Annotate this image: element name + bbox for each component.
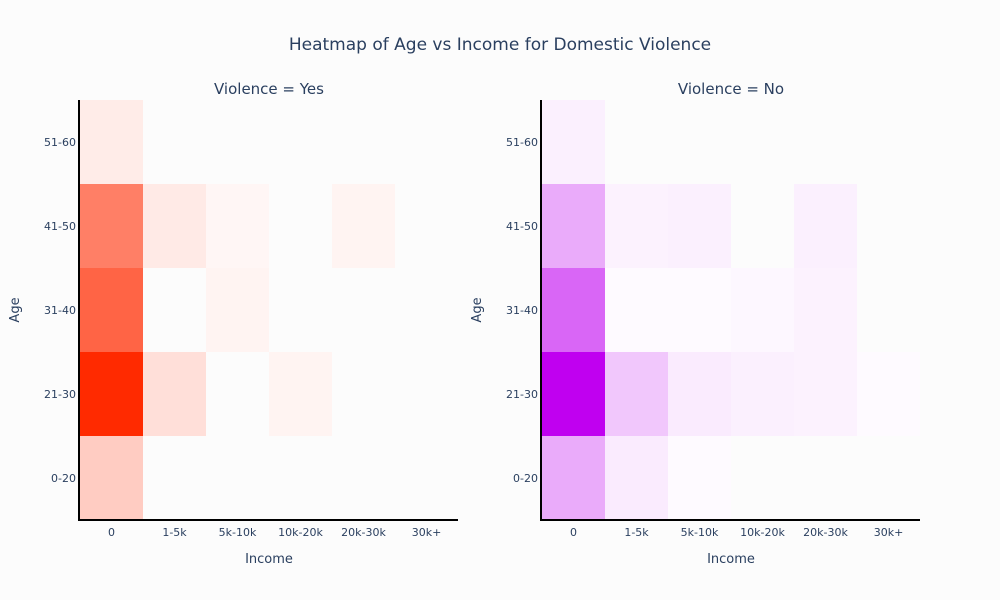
heatmap-cell-no-41-50-5k-10k: [668, 184, 731, 268]
heatmap-cell-yes-51-60-0: [80, 100, 143, 184]
x-tick-no-5k-10k: 5k-10k: [681, 526, 719, 539]
heatmap-cell-no-31-40-0: [542, 268, 605, 352]
heatmap-cell-no-21-30-0: [542, 352, 605, 436]
x-axis-title-yes: Income: [245, 552, 293, 567]
heatmap-cell-yes-41-50-20k-30k: [332, 184, 395, 268]
x-tick-yes-30k: 30k+: [412, 526, 442, 539]
x-axis-title-no: Income: [707, 552, 755, 567]
y-tick-yes-0-20: 0-20: [51, 472, 76, 485]
panel-title-yes: Violence = Yes: [214, 80, 324, 98]
heatmap-cell-no-21-30-20k-30k: [794, 352, 857, 436]
y-tick-yes-31-40: 31-40: [44, 304, 76, 317]
panel-violence-yes: Violence = Yes 0 1-5k 5k-10k 10k-20k 20k-30k…: [8, 80, 458, 567]
y-tick-no-31-40: 31-40: [506, 304, 538, 317]
heatmap-cell-yes-41-50-5k-10k: [206, 184, 269, 268]
heatmap-cell-no-21-30-30k: [857, 352, 920, 436]
y-axis-title-yes: Age: [8, 297, 23, 322]
x-tick-yes-10k-20k: 10k-20k: [278, 526, 323, 539]
y-tick-labels-no: 0-20 21-30 31-40 41-50 51-60: [506, 136, 538, 485]
heatmap-cell-no-21-30-5k-10k: [668, 352, 731, 436]
y-tick-no-0-20: 0-20: [513, 472, 538, 485]
heatmap-cell-yes-21-30-1-5k: [143, 352, 206, 436]
x-tick-no-20k-30k: 20k-30k: [803, 526, 848, 539]
heatmap-cell-no-51-60-0: [542, 100, 605, 184]
heatmap-cell-yes-41-50-0: [80, 184, 143, 268]
heatmap-cell-no-31-40-20k-30k: [794, 268, 857, 352]
x-tick-yes-1-5k: 1-5k: [162, 526, 187, 539]
x-tick-labels-yes: 0 1-5k 5k-10k 10k-20k 20k-30k 30k+: [108, 526, 441, 539]
panel-violence-no: Violence = No 0 1-5k 5k-10k 10k-20k 20k-30k 3…: [470, 80, 920, 567]
heatmap-cell-yes-0-20-0: [80, 436, 143, 520]
y-axis-title-no: Age: [470, 297, 485, 322]
heatmap-cell-no-0-20-1-5k: [605, 436, 668, 520]
heatmap-cell-no-41-50-1-5k: [605, 184, 668, 268]
x-tick-labels-no: 0 1-5k 5k-10k 10k-20k 20k-30k 30k+: [570, 526, 903, 539]
heatmap-cell-yes-31-40-0: [80, 268, 143, 352]
y-tick-yes-51-60: 51-60: [44, 136, 76, 149]
y-tick-labels-yes: 0-20 21-30 31-40 41-50 51-60: [44, 136, 76, 485]
y-tick-no-21-30: 21-30: [506, 388, 538, 401]
heatmap-cells-no: [542, 100, 920, 520]
heatmap-cell-no-31-40-5k-10k: [668, 268, 731, 352]
x-tick-yes-20k-30k: 20k-30k: [341, 526, 386, 539]
x-tick-no-10k-20k: 10k-20k: [740, 526, 785, 539]
heatmap-cell-no-31-40-10k-20k: [731, 268, 794, 352]
y-tick-no-51-60: 51-60: [506, 136, 538, 149]
heatmap-cell-yes-21-30-0: [80, 352, 143, 436]
heatmap-cell-no-31-40-1-5k: [605, 268, 668, 352]
y-tick-yes-21-30: 21-30: [44, 388, 76, 401]
y-tick-yes-41-50: 41-50: [44, 220, 76, 233]
heatmap-cell-yes-41-50-1-5k: [143, 184, 206, 268]
x-tick-yes-0: 0: [108, 526, 115, 539]
heatmap-cells-yes: [80, 100, 395, 520]
x-tick-no-0: 0: [570, 526, 577, 539]
heatmap-cell-no-0-20-5k-10k: [668, 436, 731, 520]
y-tick-no-41-50: 41-50: [506, 220, 538, 233]
heatmap-cell-yes-31-40-5k-10k: [206, 268, 269, 352]
heatmap-cell-no-21-30-10k-20k: [731, 352, 794, 436]
x-tick-no-30k: 30k+: [874, 526, 904, 539]
x-tick-yes-5k-10k: 5k-10k: [219, 526, 257, 539]
x-tick-no-1-5k: 1-5k: [624, 526, 649, 539]
heatmap-cell-yes-21-30-10k-20k: [269, 352, 332, 436]
heatmap-cell-no-41-50-0: [542, 184, 605, 268]
chart-title: Heatmap of Age vs Income for Domestic Vi…: [289, 35, 711, 55]
heatmap-cell-no-0-20-0: [542, 436, 605, 520]
heatmap-cell-no-21-30-1-5k: [605, 352, 668, 436]
panel-title-no: Violence = No: [678, 80, 784, 98]
heatmap-cell-no-41-50-20k-30k: [794, 184, 857, 268]
